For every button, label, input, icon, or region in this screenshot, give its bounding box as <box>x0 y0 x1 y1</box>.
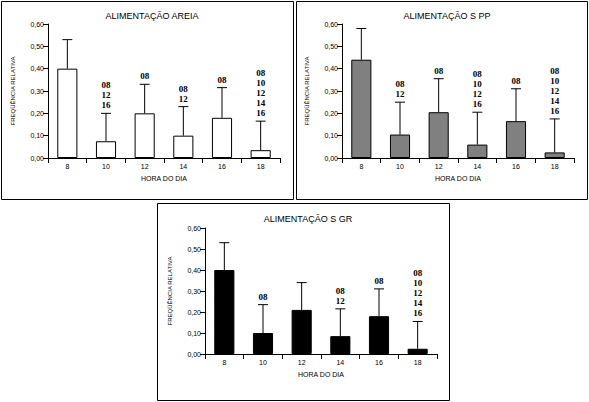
svg-text:08: 08 <box>434 66 444 76</box>
svg-text:0,50: 0,50 <box>30 43 44 50</box>
svg-text:14: 14 <box>256 98 266 108</box>
svg-text:10: 10 <box>102 163 110 170</box>
svg-text:12: 12 <box>298 359 306 366</box>
svg-text:18: 18 <box>257 163 265 170</box>
svg-text:16: 16 <box>256 108 266 118</box>
svg-text:FREQÜÊNCIA RELATIVA: FREQÜÊNCIA RELATIVA <box>9 57 16 126</box>
svg-text:0,50: 0,50 <box>187 246 201 253</box>
svg-text:12: 12 <box>179 94 189 104</box>
svg-text:0,10: 0,10 <box>324 132 338 139</box>
svg-text:12: 12 <box>336 296 346 306</box>
svg-text:8: 8 <box>359 163 363 170</box>
svg-text:0,30: 0,30 <box>30 88 44 95</box>
svg-text:0,40: 0,40 <box>187 267 201 274</box>
svg-text:HORA DO DIA: HORA DO DIA <box>435 175 481 182</box>
svg-text:12: 12 <box>102 90 112 100</box>
svg-text:18: 18 <box>551 163 559 170</box>
svg-text:16: 16 <box>375 359 383 366</box>
svg-text:08: 08 <box>256 68 266 78</box>
svg-text:14: 14 <box>473 163 481 170</box>
svg-text:10: 10 <box>259 359 267 366</box>
svg-text:0,30: 0,30 <box>187 288 201 295</box>
svg-text:18: 18 <box>414 359 422 366</box>
svg-text:8: 8 <box>65 163 69 170</box>
svg-text:0,50: 0,50 <box>324 43 338 50</box>
svg-text:16: 16 <box>512 163 520 170</box>
svg-text:08: 08 <box>336 286 346 296</box>
svg-text:0,00: 0,00 <box>187 351 201 358</box>
svg-text:08: 08 <box>218 75 228 85</box>
svg-text:16: 16 <box>413 308 423 318</box>
svg-text:08: 08 <box>375 276 385 286</box>
svg-text:12: 12 <box>413 288 423 298</box>
svg-text:0,00: 0,00 <box>324 155 338 162</box>
svg-text:08: 08 <box>179 84 189 94</box>
svg-text:10: 10 <box>550 76 560 86</box>
svg-text:12: 12 <box>141 163 149 170</box>
svg-text:10: 10 <box>256 78 266 88</box>
svg-text:16: 16 <box>473 99 483 109</box>
svg-text:08: 08 <box>512 76 522 86</box>
svg-text:0,10: 0,10 <box>30 132 44 139</box>
svg-text:0,60: 0,60 <box>324 21 338 28</box>
svg-text:8: 8 <box>222 359 226 366</box>
svg-text:14: 14 <box>179 163 187 170</box>
svg-text:0,30: 0,30 <box>324 88 338 95</box>
svg-text:0,60: 0,60 <box>30 21 44 28</box>
svg-text:0,00: 0,00 <box>30 155 44 162</box>
svg-text:HORA DO DIA: HORA DO DIA <box>298 371 344 378</box>
svg-text:08: 08 <box>259 292 269 302</box>
svg-text:14: 14 <box>413 298 423 308</box>
svg-text:FREQÜÊNCIA RELATIVA: FREQÜÊNCIA RELATIVA <box>166 257 173 326</box>
svg-text:ALIMENTAÇÃO S GR: ALIMENTAÇÃO S GR <box>264 214 353 224</box>
svg-text:0,20: 0,20 <box>187 309 201 316</box>
svg-text:0,40: 0,40 <box>324 65 338 72</box>
svg-text:08: 08 <box>140 71 150 81</box>
svg-text:10: 10 <box>413 278 423 288</box>
svg-text:12: 12 <box>396 89 406 99</box>
svg-text:16: 16 <box>102 100 112 110</box>
svg-text:ALIMENTAÇÃO AREIA: ALIMENTAÇÃO AREIA <box>106 11 199 21</box>
svg-text:0,10: 0,10 <box>187 330 201 337</box>
svg-text:ALIMENTAÇÃO S PP: ALIMENTAÇÃO S PP <box>404 11 491 21</box>
svg-text:14: 14 <box>550 96 560 106</box>
svg-text:12: 12 <box>473 89 483 99</box>
svg-text:12: 12 <box>435 163 443 170</box>
svg-text:08: 08 <box>396 79 406 89</box>
svg-text:0,60: 0,60 <box>187 225 201 232</box>
svg-text:10: 10 <box>473 79 483 89</box>
svg-text:0,20: 0,20 <box>324 110 338 117</box>
svg-text:FREQÜÊNCIA RELATIVA: FREQÜÊNCIA RELATIVA <box>303 57 310 126</box>
svg-text:16: 16 <box>218 163 226 170</box>
svg-text:08: 08 <box>102 80 112 90</box>
svg-text:08: 08 <box>550 66 560 76</box>
svg-text:HORA DO DIA: HORA DO DIA <box>141 175 187 182</box>
svg-text:08: 08 <box>473 69 483 79</box>
svg-text:10: 10 <box>396 163 404 170</box>
svg-text:08: 08 <box>413 268 423 278</box>
svg-text:12: 12 <box>256 88 266 98</box>
svg-text:16: 16 <box>550 106 560 116</box>
svg-text:12: 12 <box>550 86 560 96</box>
svg-text:0,40: 0,40 <box>30 65 44 72</box>
svg-text:0,20: 0,20 <box>30 110 44 117</box>
svg-text:14: 14 <box>336 359 344 366</box>
